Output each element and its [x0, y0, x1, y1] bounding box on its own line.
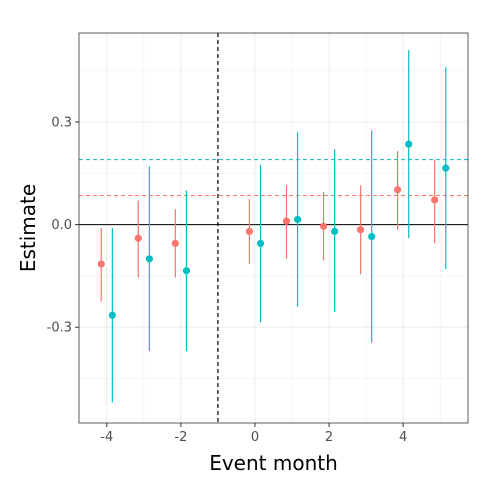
points [97, 140, 450, 319]
data-point [256, 239, 265, 247]
grid [79, 33, 468, 423]
data-point [431, 196, 439, 204]
data-point [394, 186, 402, 194]
data-point [442, 164, 450, 172]
data-point [368, 232, 376, 241]
data-point [293, 215, 302, 224]
data-point [134, 234, 142, 242]
x-tick-label: 0 [251, 430, 259, 445]
x-tick-label: 4 [399, 430, 407, 445]
y-axis-title: Estimate [16, 184, 40, 272]
data-point [356, 226, 365, 234]
data-point [405, 140, 413, 148]
y-tick-label: 0.3 [51, 115, 72, 130]
tick-labels: -4 -2 0 2 4 -0.3 0.0 0.3 [47, 115, 408, 445]
x-tick-label: -2 [174, 430, 187, 445]
x-tick-label: 2 [325, 430, 333, 445]
data-point [145, 255, 153, 263]
data-point [108, 311, 116, 319]
data-point [171, 239, 179, 247]
data-point [97, 260, 105, 268]
data-point [319, 222, 328, 230]
y-tick-label: 0.0 [51, 218, 72, 233]
data-point [245, 227, 254, 236]
panel-border [78, 32, 469, 424]
axis-ticks [75, 121, 404, 427]
x-axis-title: Event month [209, 451, 338, 475]
x-tick-label: -4 [100, 430, 113, 445]
data-point [331, 227, 339, 236]
reference-lines [79, 33, 468, 423]
y-tick-label: -0.3 [47, 321, 72, 336]
data-point [282, 217, 291, 225]
data-point [182, 267, 191, 275]
